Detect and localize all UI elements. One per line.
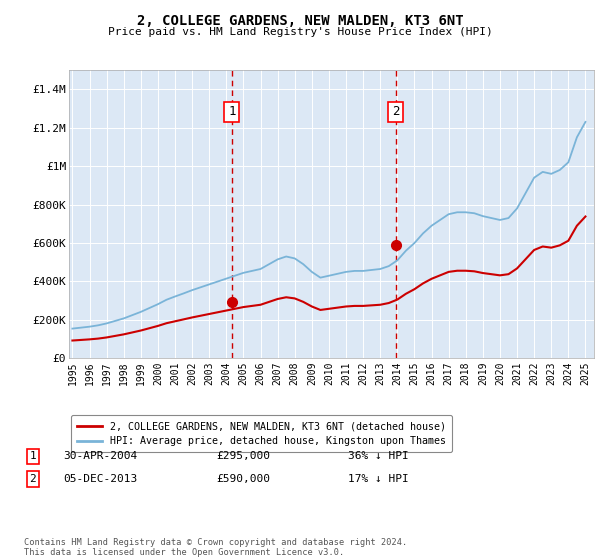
Text: 36% ↓ HPI: 36% ↓ HPI	[348, 451, 409, 461]
Text: Price paid vs. HM Land Registry's House Price Index (HPI): Price paid vs. HM Land Registry's House …	[107, 27, 493, 37]
Text: Contains HM Land Registry data © Crown copyright and database right 2024.
This d: Contains HM Land Registry data © Crown c…	[24, 538, 407, 557]
Text: 2, COLLEGE GARDENS, NEW MALDEN, KT3 6NT: 2, COLLEGE GARDENS, NEW MALDEN, KT3 6NT	[137, 14, 463, 28]
Legend: 2, COLLEGE GARDENS, NEW MALDEN, KT3 6NT (detached house), HPI: Average price, de: 2, COLLEGE GARDENS, NEW MALDEN, KT3 6NT …	[71, 416, 452, 452]
Text: 1: 1	[228, 105, 236, 118]
Text: 2: 2	[392, 105, 400, 118]
Text: 1: 1	[29, 451, 37, 461]
Text: 05-DEC-2013: 05-DEC-2013	[63, 474, 137, 484]
Text: 30-APR-2004: 30-APR-2004	[63, 451, 137, 461]
Text: £590,000: £590,000	[216, 474, 270, 484]
Text: 2: 2	[29, 474, 37, 484]
Text: 17% ↓ HPI: 17% ↓ HPI	[348, 474, 409, 484]
Text: £295,000: £295,000	[216, 451, 270, 461]
